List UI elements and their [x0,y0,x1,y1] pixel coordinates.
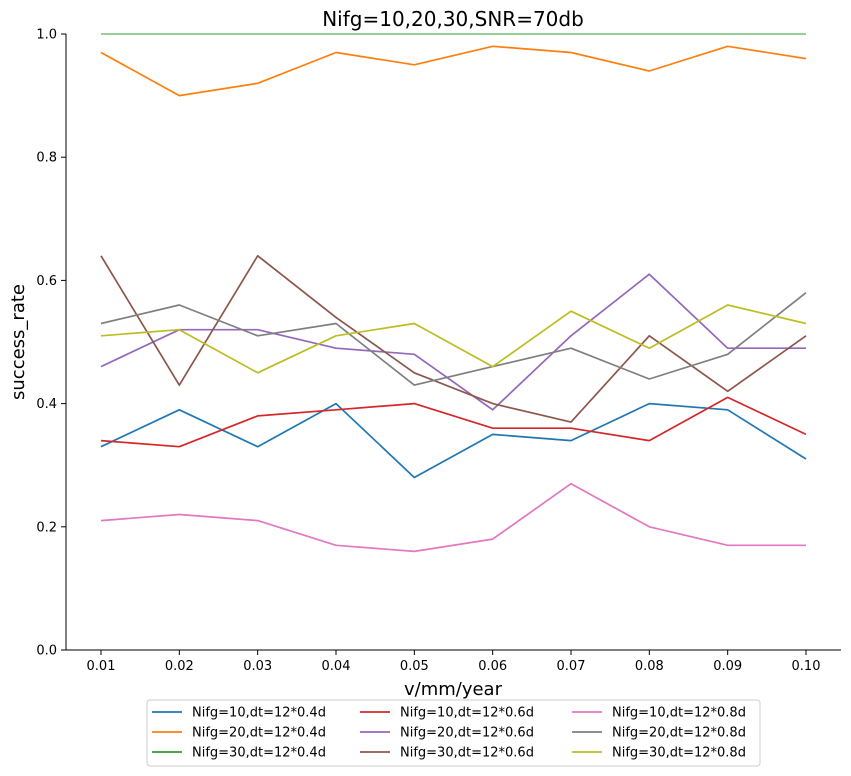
plot-area [100,33,807,553]
series-line-9 [100,304,807,374]
x-tick-label: 0.01 [87,659,116,674]
legend-label-2: Nifg=20,dt=12*0.4d [192,726,326,741]
legend-label-6: Nifg=30,dt=12*0.6d [400,746,534,761]
legend-label-7: Nifg=10,dt=12*0.8d [612,706,746,721]
x-tick-label: 0.07 [557,659,586,674]
x-tick-label: 0.06 [478,659,507,674]
y-tick-label: 0.2 [36,520,57,535]
y-axis-label: success_rate [8,284,29,400]
x-axis-label: v/mm/year [404,679,503,700]
series-line-7 [100,482,806,553]
x-tick-label: 0.10 [792,659,821,674]
y-tick-label: 1.0 [36,28,57,43]
series-line-8 [100,292,807,386]
x-tick-label: 0.09 [713,659,742,674]
y-tick-label: 0.0 [36,644,57,659]
legend: Nifg=10,dt=12*0.4d Nifg=20,dt=12*0.4d Nifg… [146,699,761,767]
series-line-1 [100,402,807,479]
legend-label-8: Nifg=20,dt=12*0.8d [612,726,746,741]
y-tick-label: 0.6 [36,274,57,289]
x-tick-label: 0.05 [400,659,429,674]
x-tick-label: 0.02 [165,659,194,674]
series-line-4 [100,396,807,448]
legend-label-4: Nifg=10,dt=12*0.6d [400,706,534,721]
legend-label-1: Nifg=10,dt=12*0.4d [192,706,326,721]
legend-box [146,699,761,767]
axes: 0.01 0.02 0.03 0.04 0.05 0.06 0.07 0.08 0.09 0.10… [36,28,841,674]
legend-label-9: Nifg=30,dt=12*0.8d [612,746,746,761]
x-tick-label: 0.04 [322,659,351,674]
legend-label-3: Nifg=30,dt=12*0.4d [192,746,326,761]
series-line-2 [100,45,807,97]
x-tick-label: 0.03 [243,659,272,674]
series-line-5 [100,273,806,411]
series-line-6 [100,254,807,423]
x-tick-label: 0.08 [635,659,664,674]
legend-label-5: Nifg=20,dt=12*0.6d [400,726,534,741]
y-tick-label: 0.4 [36,397,57,412]
y-tick-label: 0.8 [36,151,57,166]
chart-title: Nifg=10,20,30,SNR=70db [322,7,584,31]
